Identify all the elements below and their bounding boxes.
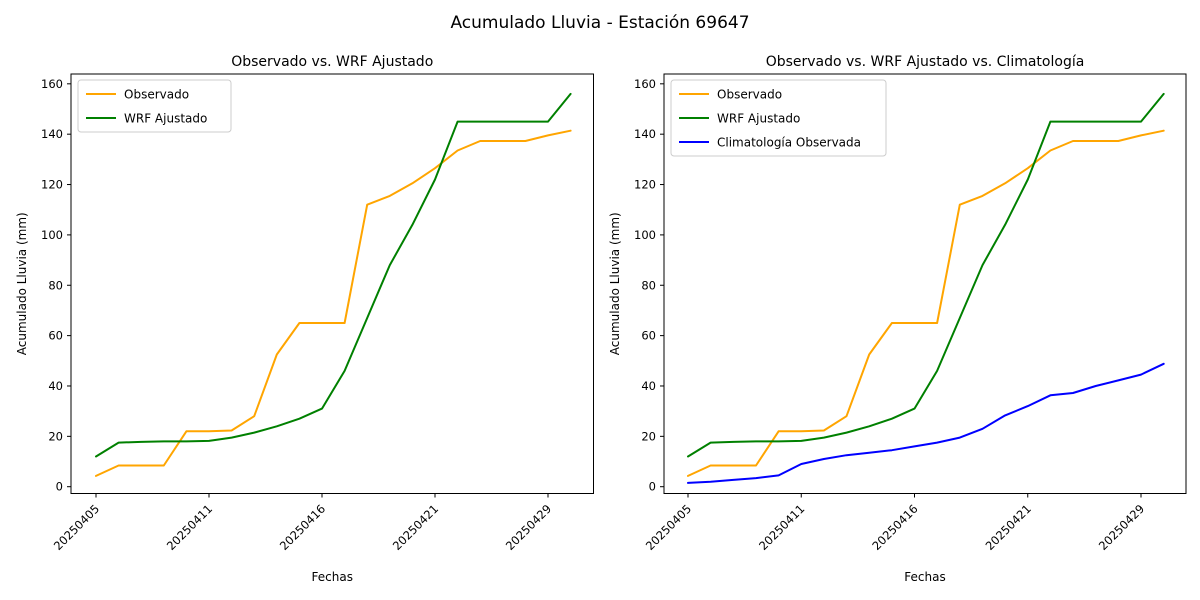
series-line-wrf-ajustado — [95, 92, 572, 458]
legend-label: Observado — [717, 88, 782, 102]
legend-box — [670, 79, 887, 157]
legend-label: Climatología Observada — [717, 136, 861, 150]
axes-frame — [663, 73, 1187, 494]
y-tick-label: 60 — [641, 329, 656, 343]
figure-suptitle: Acumulado Lluvia - Estación 69647 — [450, 13, 750, 33]
y-tick-label: 40 — [641, 379, 656, 393]
series-line-observado — [687, 129, 1165, 477]
y-axis-label: Acumulado Lluvia (mm) — [608, 212, 622, 355]
axes-frame — [70, 73, 594, 494]
y-tick-label: 100 — [41, 228, 63, 242]
y-tick-label: 40 — [48, 379, 63, 393]
x-axis-label: Fechas — [904, 570, 945, 584]
y-tick-label: 160 — [634, 77, 656, 91]
x-tick-label: 20250429 — [1096, 502, 1147, 553]
subplot-title: Observado vs. WRF Ajustado vs. Climatolo… — [766, 54, 1085, 70]
x-tick-label: 20250421 — [390, 502, 441, 553]
y-tick-label: 140 — [634, 127, 656, 141]
legend-label: WRF Ajustado — [717, 112, 800, 126]
y-tick-label: 120 — [41, 178, 63, 192]
x-tick-label: 20250429 — [503, 502, 554, 553]
legend-label: Observado — [124, 88, 189, 102]
x-tick-label: 20250411 — [756, 502, 807, 553]
x-tick-label: 20250411 — [164, 502, 215, 553]
y-tick-label: 80 — [48, 278, 63, 292]
series-line-wrf-ajustado — [687, 92, 1165, 458]
left-plot: 0 20 40 60 80 100 120 140 160 20250405 20250411 202… — [15, 54, 594, 584]
subplot-title: Observado vs. WRF Ajustado — [231, 54, 433, 70]
y-tick-label: 0 — [649, 480, 656, 494]
y-tick-label: 20 — [48, 429, 63, 443]
y-tick-label: 60 — [48, 329, 63, 343]
y-tick-label: 100 — [634, 228, 656, 242]
right-plot: 0 20 40 60 80 100 120 140 160 20250405 20250411 202… — [608, 54, 1187, 584]
x-tick-label: 20250416 — [869, 502, 920, 553]
y-axis-label: Acumulado Lluvia (mm) — [15, 212, 29, 355]
y-tick-label: 20 — [641, 429, 656, 443]
y-tick-label: 160 — [41, 77, 63, 91]
y-tick-label: 120 — [634, 178, 656, 192]
series-line-climatolog-a-observada — [687, 362, 1165, 484]
x-axis-label: Fechas — [312, 570, 353, 584]
legend-label: WRF Ajustado — [124, 112, 207, 126]
legend-box — [77, 79, 232, 133]
x-tick-label: 20250416 — [277, 502, 328, 553]
x-tick-label: 20250405 — [51, 502, 102, 553]
x-tick-label: 20250421 — [983, 502, 1034, 553]
series-line-observado — [95, 129, 572, 477]
y-tick-label: 80 — [641, 278, 656, 292]
y-tick-label: 140 — [41, 127, 63, 141]
x-tick-label: 20250405 — [643, 502, 694, 553]
y-tick-label: 0 — [56, 480, 63, 494]
